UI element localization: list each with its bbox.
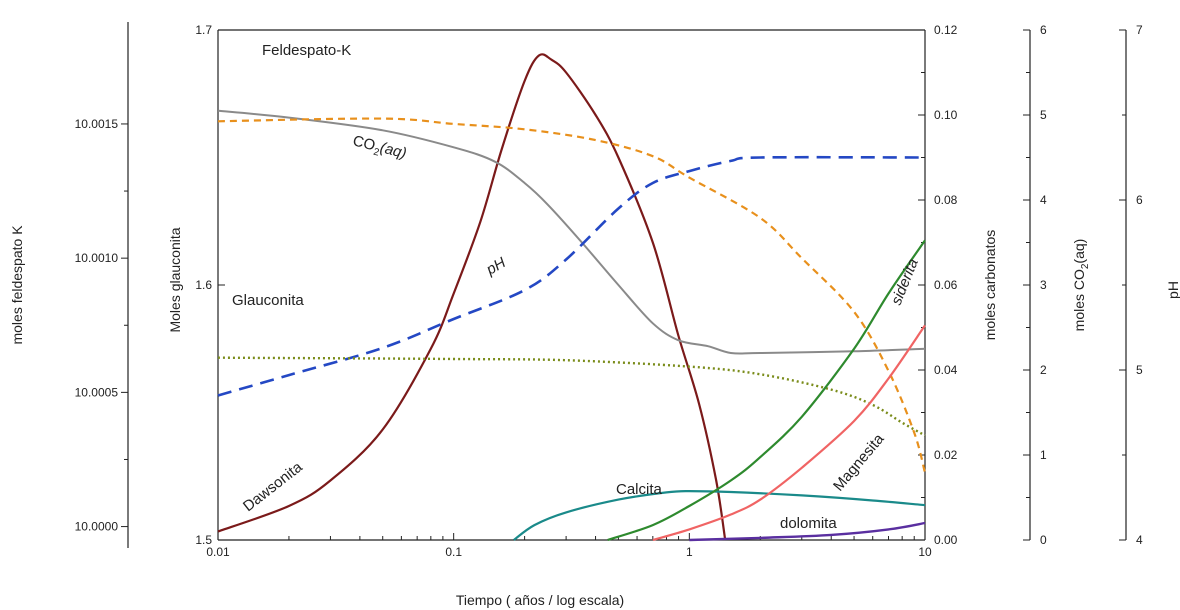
co2-tick-label: 6 (1040, 23, 1047, 37)
co2-tick-label: 4 (1040, 193, 1047, 207)
feldespato-k-label: Feldespato-K (262, 42, 351, 59)
co2-curve-label-end: (aq) (378, 139, 408, 162)
co2-tick-label: 3 (1040, 278, 1047, 292)
glauconita-axis-title: Moles glauconita (167, 227, 183, 332)
magnesita-curve (652, 324, 926, 542)
glauconita-tick-label: 1.5 (195, 533, 212, 547)
x-tick-label: 1 (686, 545, 693, 559)
annotation-layer: Feldespato-K Glauconita Dawsonita pH CO2… (232, 42, 922, 532)
co2-curve-label-main: CO (351, 132, 377, 154)
axes-layer (127, 22, 1127, 548)
glauconita-tick-label: 1.7 (195, 23, 212, 37)
carbonatos-tick-label: 0.08 (934, 193, 958, 207)
carbonatos-tick-label: 0.12 (934, 23, 958, 37)
ticks-layer: 0.01 0.1 1 1010.000010.000510.001010.00151.… (75, 23, 1143, 559)
ph-tick-label: 6 (1136, 193, 1143, 207)
carbonatos-tick-label: 0.00 (934, 533, 958, 547)
co2-axis-title-main: moles CO (1071, 269, 1087, 331)
magnesita-label: Magnesita (830, 430, 888, 494)
glauconita-tick-label: 1.6 (195, 278, 212, 292)
feldespato-tick-label: 10.0000 (75, 520, 119, 534)
dolomita-curve (689, 521, 926, 542)
series-layer (217, 53, 927, 542)
carbonatos-tick-label: 0.02 (934, 448, 958, 462)
calcita-curve (513, 490, 926, 541)
co2-axis-title-sub: 2 (1080, 263, 1091, 269)
feldespato-axis-title: moles feldespato K (9, 225, 25, 345)
co2-tick-label: 1 (1040, 448, 1047, 462)
feldespato-tick-label: 10.0005 (75, 385, 119, 399)
dawsonita-curve (217, 53, 727, 541)
dolomita-label: dolomita (780, 515, 837, 532)
ph-tick-label: 7 (1136, 23, 1143, 37)
x-axis-title: Tiempo ( años / log escala) (456, 592, 624, 608)
labels-layer: Tiempo ( años / log escala) moles feldes… (9, 225, 1180, 608)
x-tick-label: 10 (918, 545, 932, 559)
siderita-label: siderita (888, 256, 922, 307)
feldespato-curve (217, 117, 927, 474)
ph-tick-label: 4 (1136, 533, 1143, 547)
carbonatos-axis-title: moles carbonatos (982, 230, 998, 341)
feldespato-tick-label: 10.0015 (75, 117, 119, 131)
co2-tick-label: 5 (1040, 108, 1047, 122)
carbonatos-tick-label: 0.10 (934, 108, 958, 122)
x-tick-label: 0.01 (206, 545, 230, 559)
glauconita-label: Glauconita (232, 292, 304, 309)
carbonatos-tick-label: 0.04 (934, 363, 958, 377)
ph-curve-label: pH (483, 254, 509, 279)
carbonatos-tick-label: 0.06 (934, 278, 958, 292)
co2-tick-label: 2 (1040, 363, 1047, 377)
calcita-label: Calcita (616, 481, 663, 498)
siderita-curve (607, 239, 926, 542)
feldespato-tick-label: 10.0010 (75, 251, 119, 265)
ph-tick-label: 5 (1136, 363, 1143, 377)
glauconita-curve (217, 356, 926, 437)
co2-tick-label: 0 (1040, 533, 1047, 547)
ph-curve (217, 155, 926, 397)
co2-axis-title: moles CO2(aq) (1071, 239, 1091, 332)
co2-curve-label-sub: 2 (372, 147, 380, 159)
ph-axis-title: pH (1165, 281, 1180, 299)
x-tick-label: 0.1 (445, 545, 462, 559)
co2-curve-label: CO2(aq) (350, 132, 408, 165)
dawsonita-label: Dawsonita (240, 458, 306, 515)
co2-axis-title-end: (aq) (1071, 239, 1087, 264)
co2-curve (217, 109, 926, 355)
